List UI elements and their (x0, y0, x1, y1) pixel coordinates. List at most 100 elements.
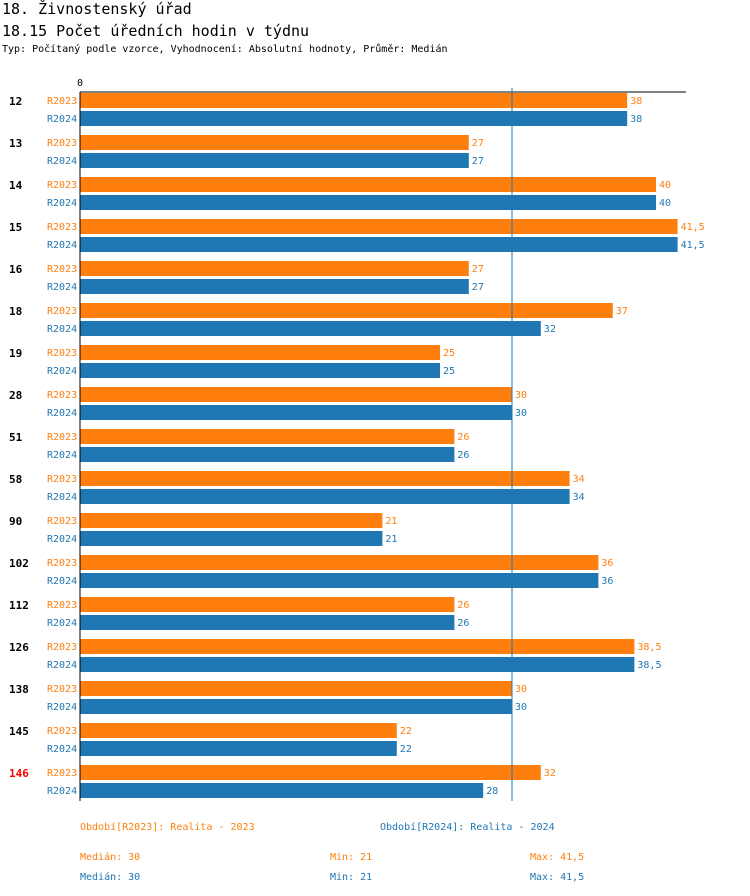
bar-R2023-28 (80, 387, 512, 402)
bar-chart: 0 12 R2023 38 R2024 38 13 R2023 27 R2024 27 14 R2023… (9, 78, 705, 801)
bar-R2024-90 (80, 531, 383, 546)
series-label-R2023-13: R2023 (47, 138, 77, 149)
value-label-R2023-146: 32 (544, 768, 556, 779)
series-label-R2024-112: R2024 (47, 618, 77, 629)
value-label-R2023-13: 27 (472, 138, 484, 149)
chart-title: 18.15 Počet úředních hodin v týdnu (2, 22, 310, 40)
series-label-R2024-145: R2024 (47, 744, 77, 755)
value-label-R2024-51: 26 (457, 450, 469, 461)
series-label-R2024-13: R2024 (47, 156, 77, 167)
series-label-R2024-58: R2024 (47, 492, 77, 503)
bar-R2023-138 (80, 681, 512, 696)
value-label-R2024-126: 38,5 (637, 660, 661, 671)
category-label-126: 126 (9, 641, 29, 654)
value-label-R2024-12: 38 (630, 114, 642, 125)
bar-R2023-15 (80, 219, 678, 234)
value-label-R2023-58: 34 (573, 474, 585, 485)
value-label-R2023-16: 27 (472, 264, 484, 275)
bar-R2024-58 (80, 489, 570, 504)
bar-R2024-19 (80, 363, 440, 378)
bar-R2024-12 (80, 111, 628, 126)
value-label-R2023-138: 30 (515, 684, 527, 695)
series-label-R2024-90: R2024 (47, 534, 77, 545)
bar-R2024-13 (80, 153, 469, 168)
series-label-R2023-90: R2023 (47, 516, 77, 527)
bar-R2023-112 (80, 597, 455, 612)
series-label-R2023-126: R2023 (47, 642, 77, 653)
series-label-R2023-15: R2023 (47, 222, 77, 233)
series-label-R2023-12: R2023 (47, 96, 77, 107)
chart-type-line: Typ: Počítaný podle vzorce, Vyhodnocení:… (2, 44, 448, 55)
x-axis-zero-label: 0 (77, 78, 83, 89)
bar-R2024-102 (80, 573, 599, 588)
bar-R2024-28 (80, 405, 512, 420)
series-label-R2024-28: R2024 (47, 408, 77, 419)
value-label-R2024-14: 40 (659, 198, 671, 209)
min-r2023: Min: 21 (330, 852, 373, 863)
bar-R2023-14 (80, 177, 656, 192)
bar-R2024-145 (80, 741, 397, 756)
category-label-14: 14 (9, 179, 23, 192)
bar-R2024-51 (80, 447, 455, 462)
series-label-R2024-12: R2024 (47, 114, 77, 125)
bar-R2023-146 (80, 765, 541, 780)
category-label-15: 15 (9, 221, 22, 234)
series-label-R2023-145: R2023 (47, 726, 77, 737)
bar-R2023-19 (80, 345, 440, 360)
bar-R2024-112 (80, 615, 455, 630)
value-label-R2024-138: 30 (515, 702, 527, 713)
bar-R2023-16 (80, 261, 469, 276)
value-label-R2023-126: 38,5 (637, 642, 661, 653)
value-label-R2024-13: 27 (472, 156, 484, 167)
category-label-58: 58 (9, 473, 22, 486)
bar-R2024-16 (80, 279, 469, 294)
max-r2024: Max: 41,5 (530, 872, 585, 883)
category-label-51: 51 (9, 431, 23, 444)
category-label-146: 146 (9, 767, 29, 780)
series-label-R2023-19: R2023 (47, 348, 77, 359)
bar-R2024-138 (80, 699, 512, 714)
bar-R2023-58 (80, 471, 570, 486)
value-label-R2024-18: 32 (544, 324, 556, 335)
value-label-R2024-90: 21 (385, 534, 397, 545)
bar-R2023-145 (80, 723, 397, 738)
series-label-R2023-51: R2023 (47, 432, 77, 443)
series-label-R2024-16: R2024 (47, 282, 77, 293)
category-label-112: 112 (9, 599, 29, 612)
series-label-R2023-28: R2023 (47, 390, 77, 401)
legend-r2023: Období[R2023]: Realita - 2023 (80, 822, 255, 833)
value-label-R2024-112: 26 (457, 618, 469, 629)
series-label-R2024-18: R2024 (47, 324, 77, 335)
value-label-R2024-58: 34 (573, 492, 585, 503)
series-label-R2023-16: R2023 (47, 264, 77, 275)
series-label-R2024-146: R2024 (47, 786, 77, 797)
value-label-R2023-102: 36 (601, 558, 613, 569)
value-label-R2023-14: 40 (659, 180, 671, 191)
series-label-R2023-112: R2023 (47, 600, 77, 611)
series-label-R2024-15: R2024 (47, 240, 77, 251)
value-label-R2023-19: 25 (443, 348, 455, 359)
category-label-12: 12 (9, 95, 22, 108)
value-label-R2024-16: 27 (472, 282, 484, 293)
bar-R2023-102 (80, 555, 599, 570)
value-label-R2023-145: 22 (400, 726, 412, 737)
series-label-R2024-19: R2024 (47, 366, 77, 377)
bar-R2023-13 (80, 135, 469, 150)
bar-R2024-18 (80, 321, 541, 336)
bar-R2023-18 (80, 303, 613, 318)
value-label-R2023-51: 26 (457, 432, 469, 443)
median-r2023: Medián: 30 (80, 852, 141, 863)
value-label-R2023-18: 37 (616, 306, 628, 317)
value-label-R2024-102: 36 (601, 576, 613, 587)
series-label-R2024-102: R2024 (47, 576, 77, 587)
series-label-R2023-102: R2023 (47, 558, 77, 569)
max-r2023: Max: 41,5 (530, 852, 585, 863)
series-label-R2024-138: R2024 (47, 702, 77, 713)
category-label-13: 13 (9, 137, 22, 150)
bar-R2024-126 (80, 657, 635, 672)
category-label-138: 138 (9, 683, 29, 696)
category-label-90: 90 (9, 515, 22, 528)
bar-R2023-90 (80, 513, 383, 528)
bar-R2024-146 (80, 783, 484, 798)
legend-r2024: Období[R2024]: Realita - 2024 (380, 822, 555, 833)
